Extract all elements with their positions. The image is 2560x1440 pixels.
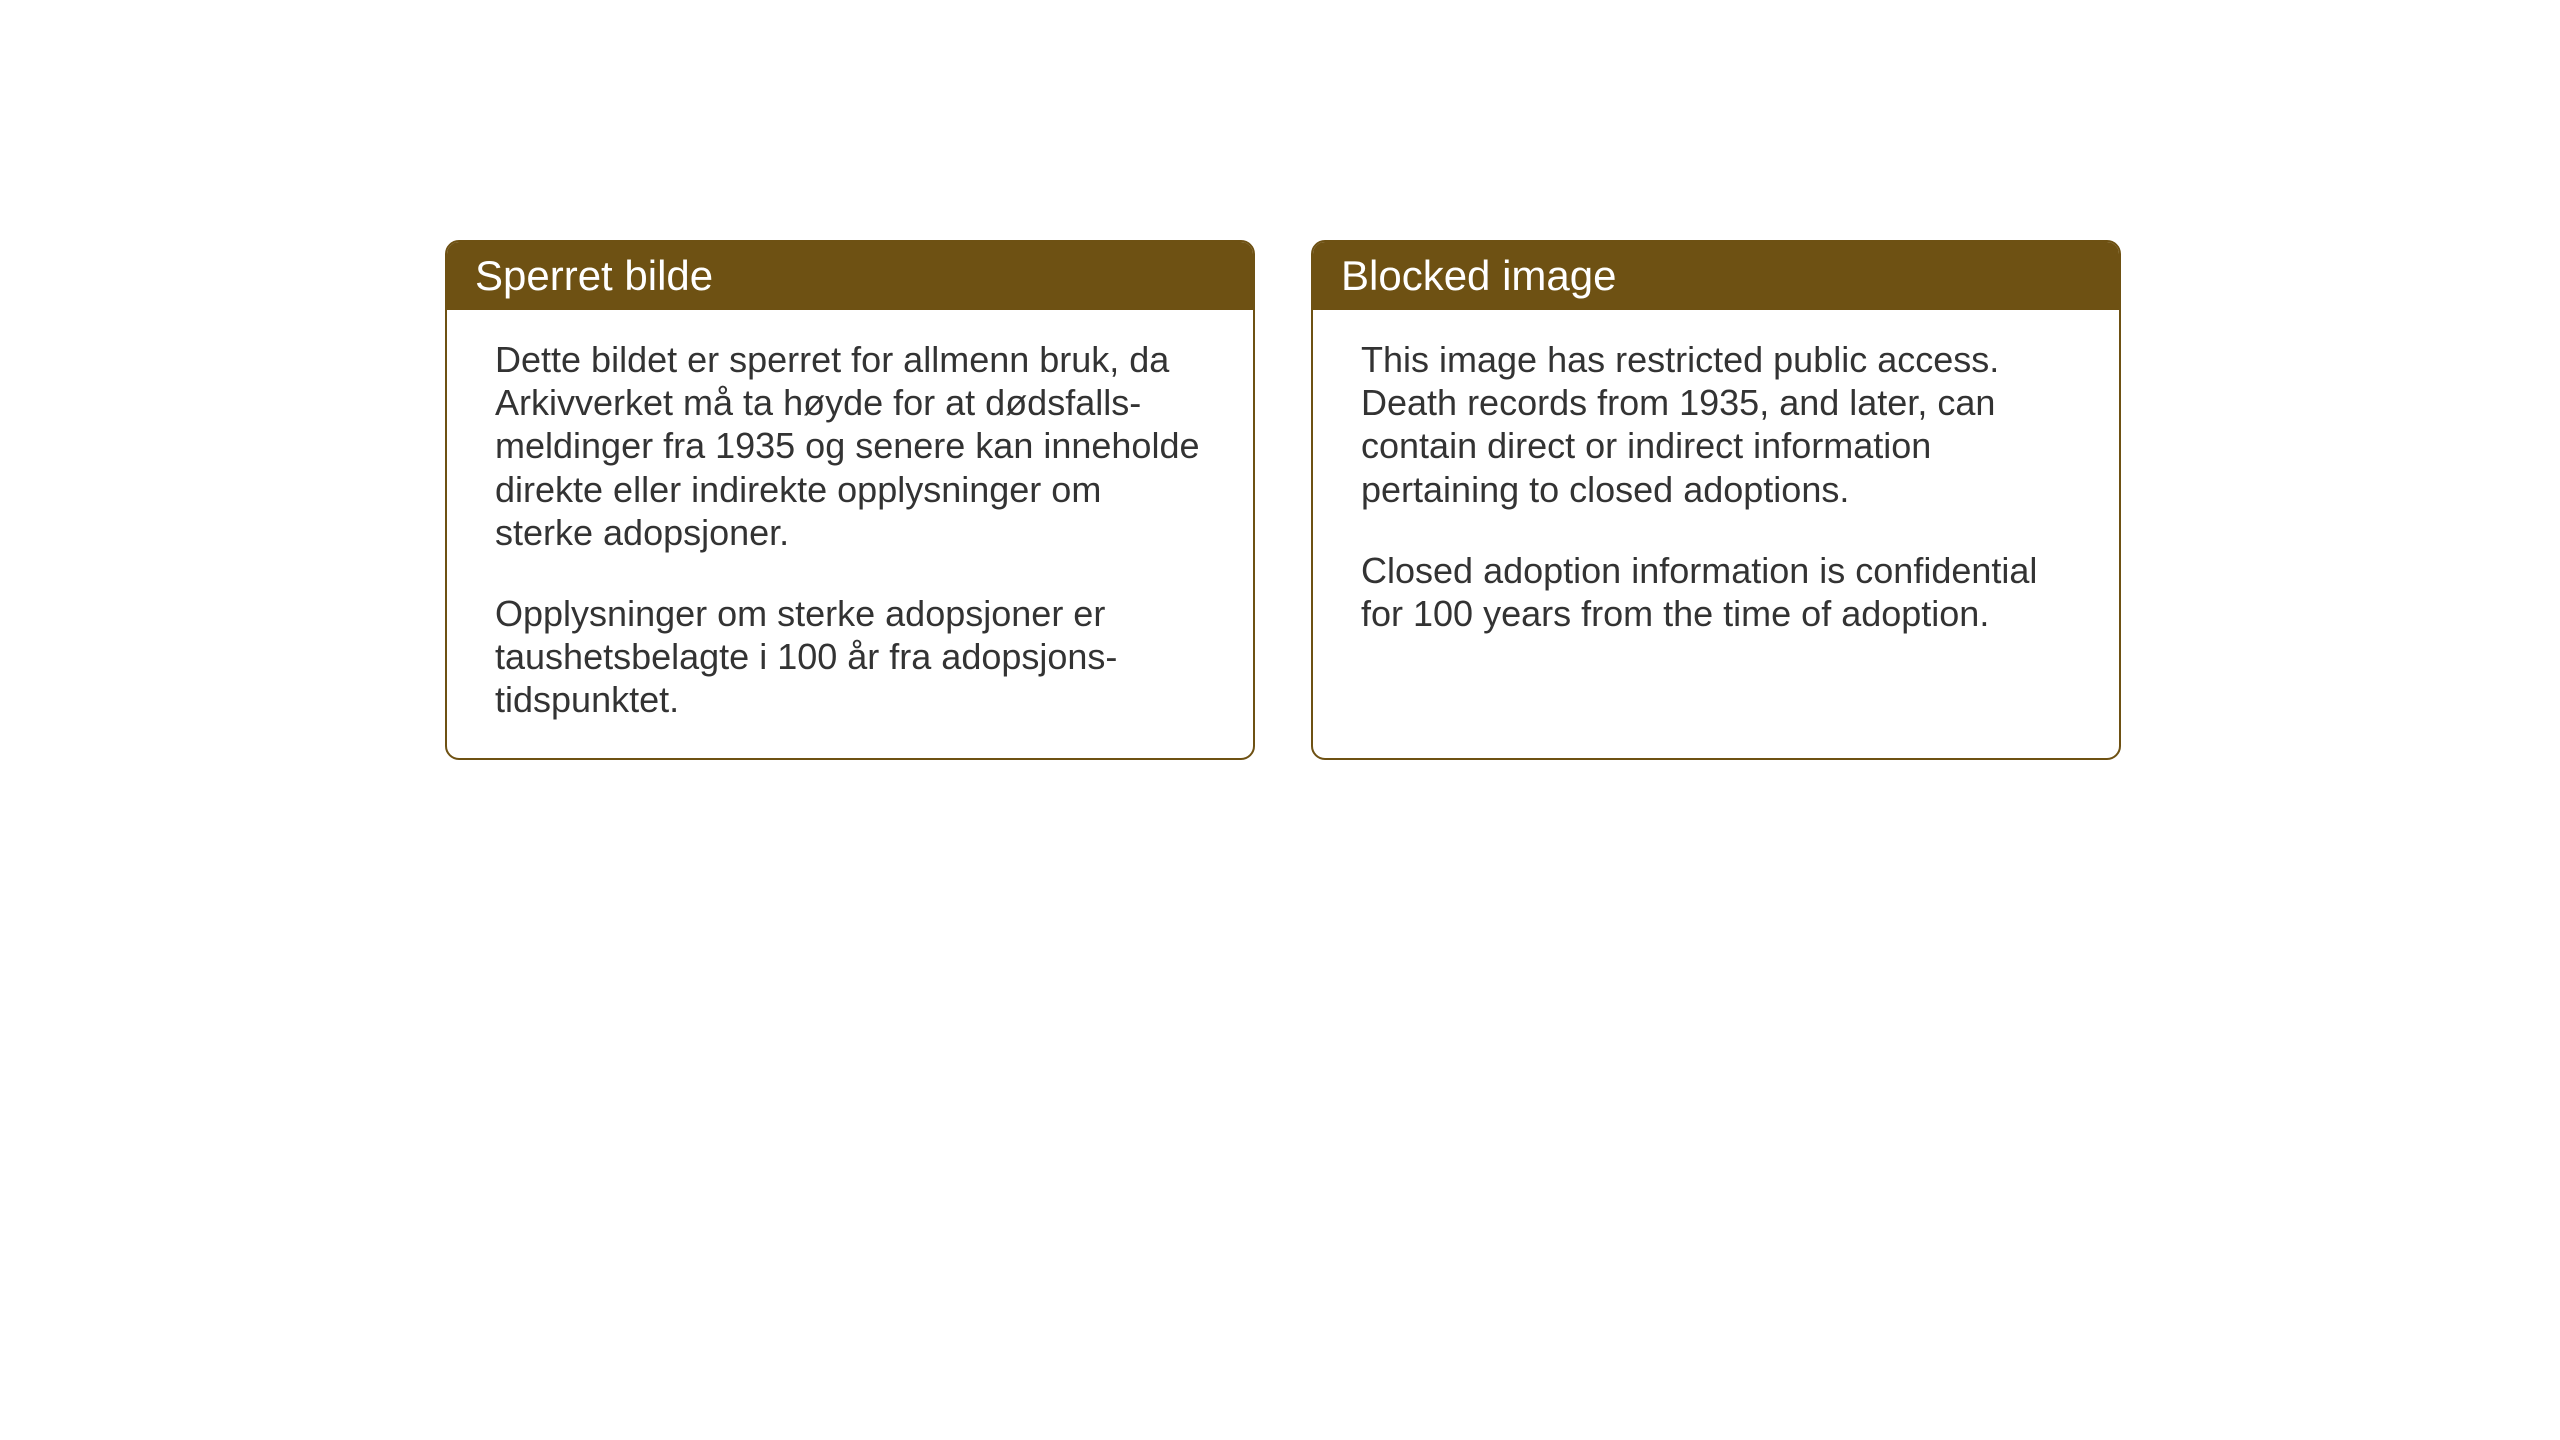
card-header-norwegian: Sperret bilde [447,242,1253,310]
notice-card-norwegian: Sperret bilde Dette bildet er sperret fo… [445,240,1255,760]
card-paragraph-2-english: Closed adoption information is confident… [1361,549,2071,635]
notice-card-english: Blocked image This image has restricted … [1311,240,2121,760]
card-body-english: This image has restricted public access.… [1313,310,2119,671]
card-paragraph-2-norwegian: Opplysninger om sterke adopsjoner er tau… [495,592,1205,722]
notice-cards-container: Sperret bilde Dette bildet er sperret fo… [445,240,2121,760]
card-body-norwegian: Dette bildet er sperret for allmenn bruk… [447,310,1253,758]
card-header-english: Blocked image [1313,242,2119,310]
card-paragraph-1-english: This image has restricted public access.… [1361,338,2071,511]
card-paragraph-1-norwegian: Dette bildet er sperret for allmenn bruk… [495,338,1205,554]
